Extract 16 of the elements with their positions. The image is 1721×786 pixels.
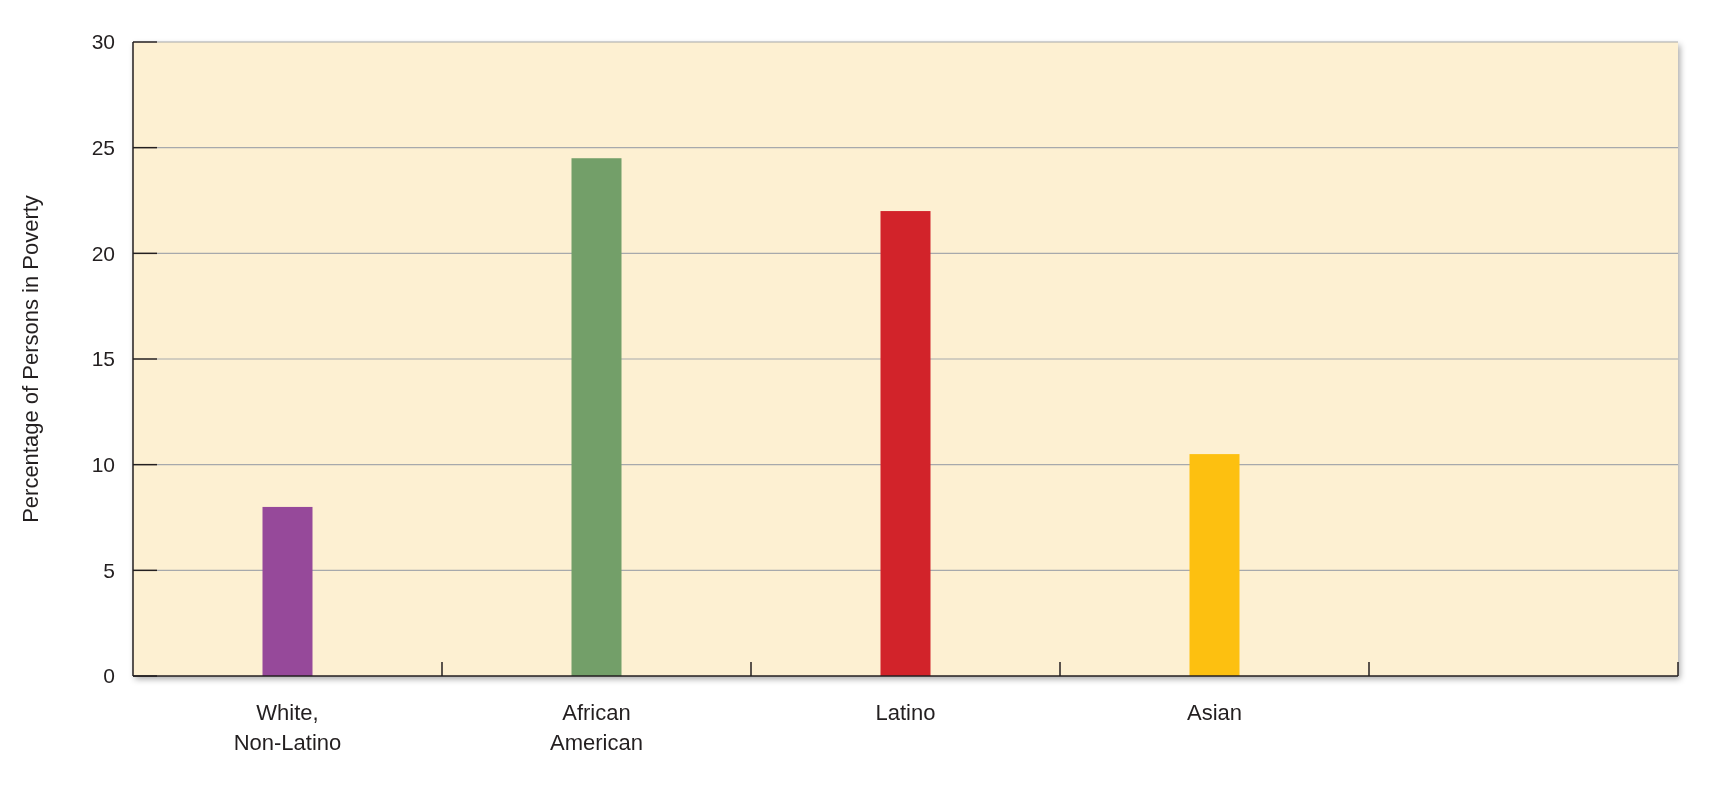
y-axis-title: Percentage of Persons in Poverty <box>18 195 43 523</box>
bar <box>1189 454 1240 676</box>
bar <box>880 211 931 676</box>
x-tick-label: Asian <box>1186 700 1243 725</box>
y-tick-label: 15 <box>91 347 115 371</box>
y-tick-label: 0 <box>103 664 115 688</box>
bar <box>262 506 313 676</box>
y-tick-label: 25 <box>91 136 115 160</box>
x-tick-label: White, Non-Latino <box>233 700 342 755</box>
x-tick-label: Latino <box>875 700 936 725</box>
y-tick-label: 30 <box>91 30 115 54</box>
y-tick-label: 5 <box>103 558 115 582</box>
bar <box>571 158 622 676</box>
y-tick-label: 20 <box>91 241 115 265</box>
x-tick-label: African American <box>550 700 643 755</box>
y-tick-label: 10 <box>91 453 115 477</box>
